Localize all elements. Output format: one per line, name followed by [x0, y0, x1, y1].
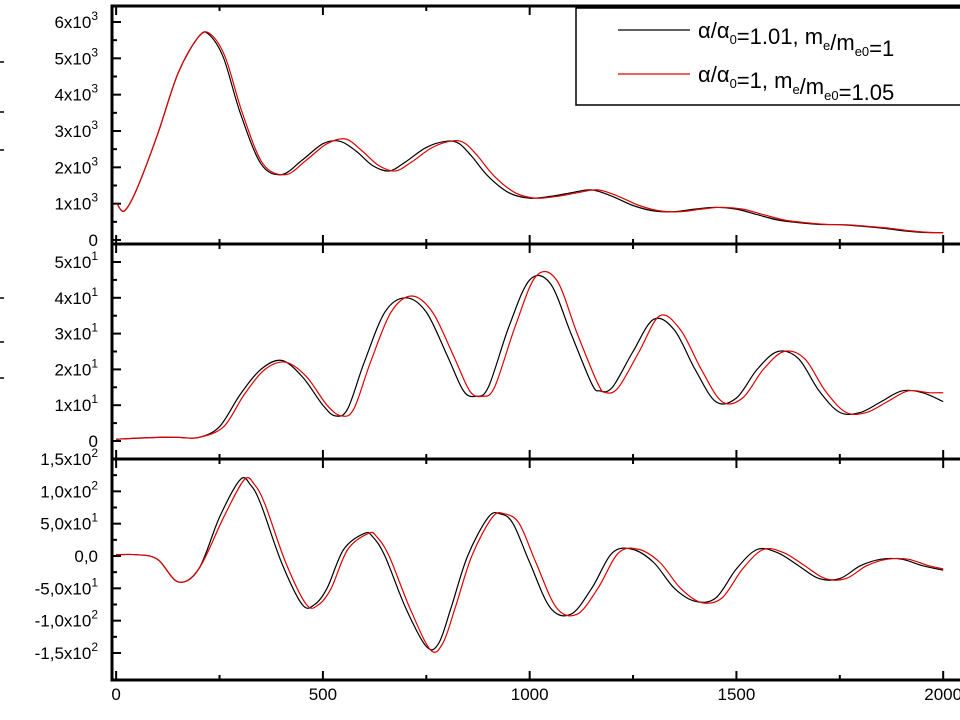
y-tick-label: 5x103: [54, 45, 98, 68]
y-tick-label: 1x103: [54, 191, 98, 214]
y-tick-label: -5,0x101: [35, 575, 99, 598]
y-tick-label: 2x101: [54, 356, 98, 379]
legend-label: α/α0=1.01, me/me0=1: [698, 18, 894, 61]
panel-top: 0 1x103 2x103 3x103 4x103 5x103 6x103 α/α0=1.01…: [54, 4, 960, 250]
panel-frame: [110, 457, 960, 682]
x-tick-label: 500: [309, 685, 337, 704]
panel-bottom: -1,5x102 -1,0x102 -5,0x101 0,0 5,0x101 1,0x10…: [35, 446, 960, 704]
legend: α/α0=1.01, me/me0=1α/α0=1, me/me0=1.05: [575, 7, 960, 106]
y-tick-label: 1,0x102: [40, 478, 98, 501]
x-tick-label: 0: [111, 685, 120, 704]
y-tick-label: -1,0x102: [35, 608, 99, 631]
panel-middle: 0 1x101 2x101 3x101 4x101 5x101: [54, 242, 960, 461]
series-line-red: [116, 270, 944, 440]
y-tick-label: 0: [89, 432, 98, 451]
y-tick-label: 3x103: [54, 118, 98, 141]
y-tick-label: 4x101: [54, 285, 98, 308]
x-tick-label: 1500: [718, 685, 756, 704]
series-line-black: [116, 274, 944, 440]
series-line-black: [116, 477, 944, 651]
series-line-black: [116, 31, 944, 234]
y-tick-label: 0,0: [74, 547, 98, 566]
y-tick-label: 4x103: [54, 82, 98, 105]
y-tick-label: 2x103: [54, 154, 98, 177]
x-tick-label: 1000: [511, 685, 549, 704]
y-tick-label: 1x101: [54, 392, 98, 415]
y-tick-label: 0: [89, 231, 98, 250]
series-line-red: [116, 31, 944, 234]
y-tick-label: 5,0x101: [40, 511, 98, 534]
y-tick-label: 6x103: [54, 9, 98, 32]
series-line-red: [116, 477, 944, 653]
y-tick-label: 5x101: [54, 249, 98, 272]
x-tick-label: 2000: [924, 685, 960, 704]
y-tick-label: 1,5x102: [40, 446, 98, 469]
legend-box: [575, 7, 960, 106]
legend-label: α/α0=1, me/me0=1.05: [698, 62, 894, 105]
panels-layer: 0 1x103 2x103 3x103 4x103 5x103 6x103 α/α0=1.01…: [0, 4, 960, 704]
y-tick-label: 3x101: [54, 321, 98, 344]
y-tick-label: -1,5x102: [35, 640, 99, 663]
